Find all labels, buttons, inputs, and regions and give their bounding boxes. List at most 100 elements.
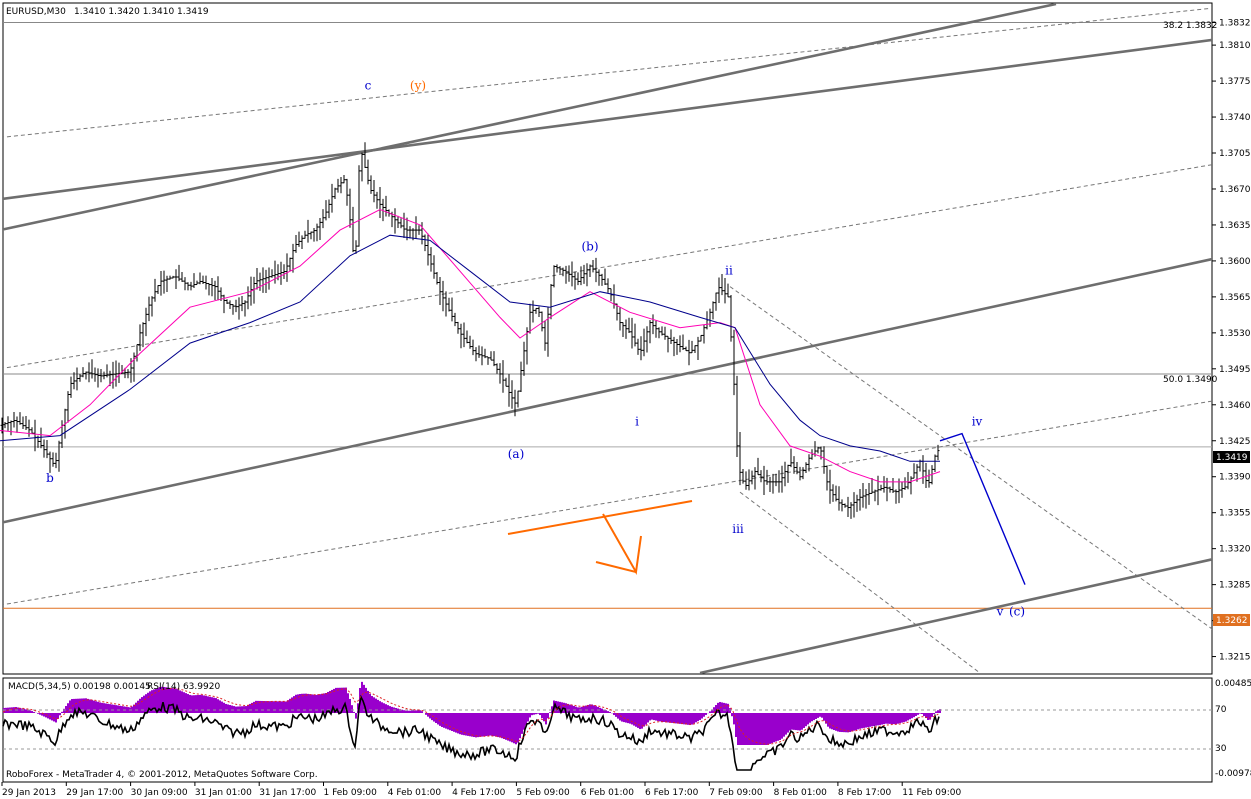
price-bar — [393, 208, 397, 234]
macd-bar — [589, 704, 591, 713]
macd-bar — [231, 705, 233, 713]
price-bar — [720, 273, 724, 296]
time-tick-label: 8 Feb 17:00 — [838, 788, 892, 798]
price-bar — [66, 391, 70, 423]
price-bar — [672, 336, 676, 357]
macd-bar — [97, 701, 99, 713]
macd-bar — [535, 713, 537, 715]
macd-bar — [897, 713, 899, 724]
macd-bar — [379, 701, 381, 713]
price-bar — [57, 440, 61, 472]
price-bar — [639, 336, 643, 361]
support-price-tag-bg — [1213, 614, 1250, 626]
price-bar — [243, 300, 247, 317]
price-bar — [195, 280, 199, 286]
macd-bar — [353, 711, 355, 713]
indicator-tick-label: 0.00485 — [1215, 679, 1251, 689]
macd-bar — [883, 713, 885, 725]
macd-bar — [99, 702, 101, 713]
price-bar — [825, 465, 829, 491]
price-bar — [774, 473, 778, 487]
macd-bar — [293, 696, 295, 713]
macd-bar — [829, 713, 831, 729]
macd-bar — [59, 713, 61, 716]
price-tick-label: 1.3530 — [1219, 329, 1251, 339]
macd-bar — [635, 713, 637, 727]
price-bar — [198, 272, 202, 285]
wave-label: i — [635, 414, 639, 428]
macd-bar — [417, 710, 419, 713]
macd-bar — [783, 713, 785, 737]
price-bar — [21, 416, 25, 430]
price-bar — [606, 278, 610, 293]
price-bar — [342, 174, 346, 184]
macd-bar — [373, 697, 375, 713]
macd-bar — [779, 713, 781, 741]
macd-bar — [455, 713, 457, 733]
macd-bar — [469, 713, 471, 737]
macd-bar — [619, 713, 621, 721]
macd-bar — [369, 693, 371, 713]
macd-bar — [207, 696, 209, 713]
price-bar — [315, 223, 319, 242]
macd-bar — [803, 713, 805, 728]
macd-bar — [21, 708, 23, 713]
macd-bar — [121, 706, 123, 713]
macd-bar — [351, 705, 353, 713]
macd-bar — [179, 690, 181, 713]
price-bar — [630, 317, 634, 349]
price-bar — [783, 461, 787, 487]
macd-bar — [39, 713, 41, 715]
price-bar — [327, 199, 331, 219]
price-tick-label: 1.3215 — [1219, 653, 1251, 663]
price-bar — [180, 271, 184, 282]
macd-bar — [127, 707, 129, 713]
macd-bar — [735, 713, 737, 737]
macd-bar — [745, 713, 747, 745]
macd-bar — [481, 713, 483, 737]
price-bar — [507, 374, 511, 407]
macd-bar — [367, 690, 369, 713]
fib-500-label: 50.0 1.3490 — [1163, 375, 1218, 385]
macd-bar — [817, 713, 819, 718]
macd-bar — [907, 713, 909, 721]
macd-bar — [283, 701, 285, 713]
macd-bar — [705, 713, 707, 715]
macd-bar — [671, 713, 673, 723]
price-bar — [216, 276, 220, 301]
price-bar — [513, 389, 517, 417]
macd-bar — [485, 713, 487, 737]
macd-signal-line — [2, 687, 940, 745]
price-bar — [600, 273, 604, 286]
macd-bar — [269, 701, 271, 713]
price-bar — [450, 297, 454, 322]
macd-bar — [865, 713, 867, 728]
macd-bar — [419, 710, 421, 713]
moving-averages — [0, 208, 941, 483]
macd-bar — [385, 704, 387, 713]
price-bar — [45, 439, 49, 459]
macd-bar — [601, 708, 603, 713]
macd-bar — [765, 713, 767, 745]
price-bar — [633, 323, 637, 347]
macd-bar — [451, 713, 453, 731]
macd-bar — [107, 703, 109, 713]
price-bar — [609, 288, 613, 302]
price-bar — [852, 492, 856, 518]
macd-bar — [607, 711, 609, 713]
price-bar — [777, 470, 781, 493]
price-bar — [756, 457, 760, 476]
macd-bar — [693, 713, 695, 724]
macd-bar — [595, 706, 597, 713]
price-bar — [408, 226, 412, 239]
macd-bar — [407, 710, 409, 713]
macd-bar — [673, 713, 675, 724]
price-bar — [768, 476, 772, 492]
price-bar — [744, 471, 748, 490]
macd-bar — [215, 698, 217, 713]
macd-bar — [795, 713, 797, 731]
macd-bar — [375, 698, 377, 713]
price-bar — [675, 338, 679, 355]
time-tick-label: 1 Feb 09:00 — [324, 788, 378, 798]
